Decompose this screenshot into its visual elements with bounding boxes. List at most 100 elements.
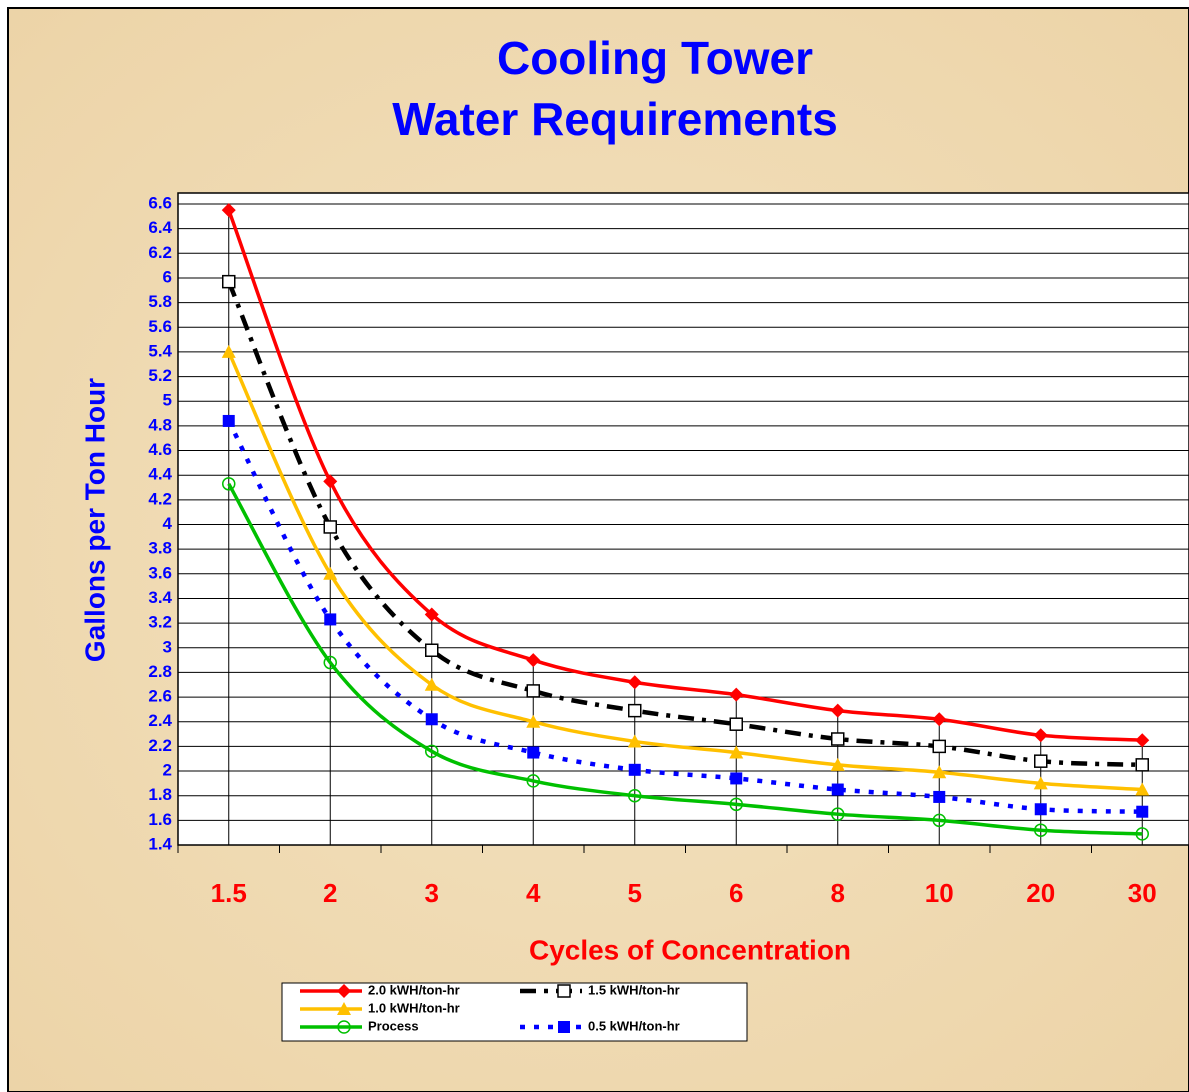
marker	[933, 790, 946, 803]
y-tick-label: 5.4	[148, 341, 172, 360]
x-tick-label: 10	[925, 878, 954, 908]
marker	[729, 717, 743, 731]
marker	[1033, 728, 1048, 743]
marker	[1034, 754, 1048, 768]
y-tick-label: 3.4	[148, 588, 172, 607]
x-tick-label: 3	[425, 878, 439, 908]
y-tick-label: 3.8	[148, 539, 172, 558]
y-tick-label: 4	[163, 514, 173, 533]
y-tick-label: 6	[163, 267, 172, 286]
marker	[222, 414, 235, 427]
legend-label: 1.0 kWH/ton-hr	[368, 1000, 460, 1015]
marker	[932, 712, 947, 727]
y-tick-label: 5.6	[148, 317, 172, 336]
marker	[1135, 758, 1149, 772]
marker	[932, 765, 947, 779]
marker	[526, 774, 540, 788]
legend-label: 1.5 kWH/ton-hr	[588, 982, 680, 997]
marker	[932, 813, 946, 828]
marker	[526, 714, 541, 728]
x-tick-label: 30	[1128, 878, 1157, 908]
marker	[1033, 776, 1048, 790]
marker	[221, 344, 236, 358]
x-tick-label: 1.5	[211, 878, 247, 908]
x-tick-label: 2	[323, 878, 337, 908]
marker	[627, 675, 642, 690]
marker	[323, 566, 338, 580]
legend-entry: 2.0 kWH/ton-hr	[300, 982, 460, 998]
y-tick-label: 4.6	[148, 440, 172, 459]
marker	[526, 684, 540, 698]
y-tick-label: 2.2	[148, 736, 172, 755]
y-tick-label: 1.4	[148, 834, 172, 853]
y-tick-label: 6.4	[148, 218, 172, 237]
marker	[628, 788, 642, 803]
marker	[425, 643, 439, 657]
y-tick-label: 6.6	[148, 193, 172, 212]
x-tick-label: 6	[729, 878, 743, 908]
marker	[730, 772, 743, 785]
marker	[729, 687, 744, 702]
x-tick-label: 4	[526, 878, 541, 908]
marker	[1136, 805, 1149, 818]
y-tick-label: 3.2	[148, 613, 172, 632]
marker	[337, 1020, 351, 1034]
series-line	[227, 351, 1143, 792]
marker	[831, 807, 845, 821]
x-tick-label: 8	[831, 878, 845, 908]
y-tick-label: 1.8	[148, 785, 172, 804]
marker	[1135, 782, 1150, 796]
marker	[526, 653, 541, 668]
marker	[557, 984, 571, 998]
marker	[323, 520, 337, 534]
plot-area	[177, 192, 1189, 846]
marker	[830, 703, 845, 718]
marker	[425, 744, 439, 759]
marker	[1034, 823, 1048, 837]
legend-entry: 1.0 kWH/ton-hr	[300, 1000, 460, 1015]
marker	[324, 613, 337, 626]
marker	[527, 746, 540, 759]
series-line	[227, 482, 1143, 836]
marker	[558, 1021, 570, 1033]
marker	[337, 984, 351, 998]
marker	[221, 203, 236, 218]
x-axis-title: Cycles of Concentration	[529, 934, 851, 965]
y-tick-label: 2.8	[148, 662, 172, 681]
y-tick-label: 5.2	[148, 366, 172, 385]
marker	[323, 655, 337, 670]
legend-entry: 1.5 kWH/ton-hr	[520, 982, 680, 998]
marker	[323, 474, 338, 489]
y-tick-label: 3.6	[148, 563, 172, 582]
marker	[831, 732, 845, 746]
x-tick-label: 5	[628, 878, 642, 908]
legend-entry: Process	[300, 1018, 419, 1034]
y-tick-label: 4.4	[148, 465, 172, 484]
chart-title: Water Requirements	[392, 93, 838, 145]
y-tick-label: 2	[163, 761, 172, 780]
chart-title: Cooling Tower	[497, 32, 813, 84]
marker	[1135, 733, 1150, 748]
marker	[628, 703, 642, 718]
marker	[425, 713, 438, 726]
y-axis-title: Gallons per Ton Hour	[79, 378, 110, 662]
marker	[628, 763, 641, 776]
legend-entry: 0.5 kWH/ton-hr	[520, 1018, 680, 1033]
marker	[424, 677, 439, 691]
marker	[222, 274, 236, 289]
y-tick-label: 4.2	[148, 489, 172, 508]
marker	[424, 607, 439, 622]
y-tick-label: 4.8	[148, 415, 172, 434]
marker	[729, 797, 743, 812]
legend-label: Process	[368, 1018, 419, 1033]
legend-label: 2.0 kWH/ton-hr	[368, 982, 460, 997]
x-tick-label: 20	[1026, 878, 1055, 908]
y-tick-label: 2.4	[148, 711, 172, 730]
y-tick-label: 6.2	[148, 243, 172, 262]
marker	[729, 745, 744, 759]
marker	[932, 739, 946, 754]
y-tick-label: 3	[163, 637, 172, 656]
marker	[627, 734, 642, 748]
y-tick-label: 1.6	[148, 810, 172, 829]
